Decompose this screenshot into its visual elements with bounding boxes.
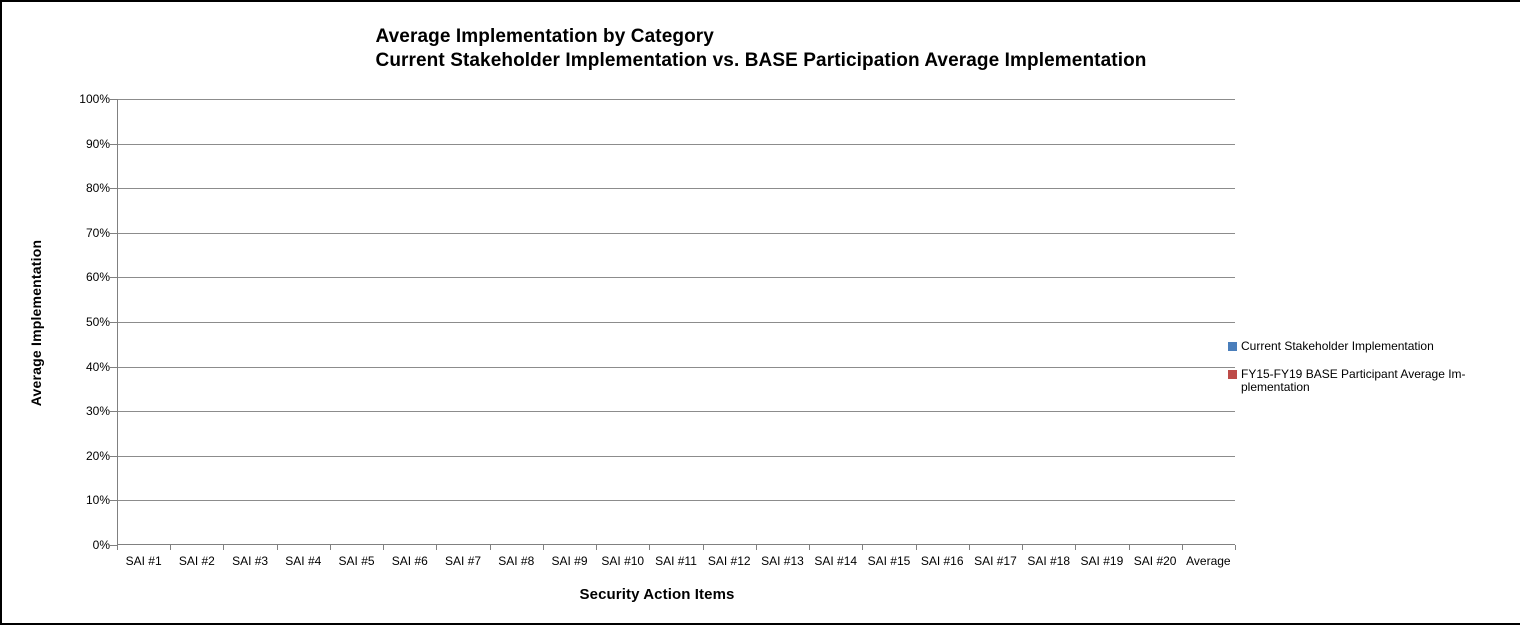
y-gridline (118, 99, 1235, 100)
y-tick-label: 0% (92, 538, 110, 552)
x-axis-tick (968, 545, 970, 550)
x-category-label: SAI #12 (707, 554, 751, 568)
y-axis-tick (110, 232, 117, 234)
x-category-label: SAI #5 (338, 554, 375, 568)
y-tick-label: 70% (85, 225, 110, 240)
y-tick-label: 20% (85, 448, 110, 463)
x-category-label: SAI #4 (285, 554, 322, 568)
x-category-label: SAI #9 (551, 554, 588, 568)
y-gridline (118, 232, 1235, 234)
x-category-label: SAI #2 (178, 554, 215, 568)
x-axis-tick (809, 545, 811, 550)
y-tick-label: 50% (85, 315, 110, 329)
legend-swatch (1228, 369, 1237, 379)
x-category-label: SAI #11 (655, 554, 697, 568)
y-tick-label: 100% (79, 92, 110, 106)
x-category-label: SAI #18 (1027, 554, 1071, 568)
x-category-label: SAI #8 (498, 554, 535, 568)
x-category-label: SAI #10 (601, 554, 645, 568)
y-gridline (118, 277, 1235, 279)
x-category-label: SAI #20 (1133, 554, 1177, 568)
x-category-label: SAI #1 (125, 554, 162, 568)
x-axis-tick (1022, 545, 1024, 550)
y-axis-tick (110, 322, 117, 323)
x-axis-tick (702, 545, 704, 550)
x-category-label: Average (1186, 554, 1231, 568)
y-gridline (118, 455, 1235, 457)
y-axis-tick (110, 545, 117, 546)
chart-title-line2: Current Stakeholder Implementation vs. B… (375, 50, 1147, 71)
y-axis-tick (110, 277, 117, 279)
x-axis-title: Security Action Items (579, 586, 735, 603)
x-axis-tick (755, 545, 757, 550)
y-axis-tick (110, 143, 117, 145)
x-axis-tick (276, 545, 278, 550)
y-axis-tick (110, 500, 117, 502)
y-gridline (118, 188, 1235, 190)
y-gridline (118, 143, 1235, 145)
x-category-label: SAI #7 (445, 554, 482, 568)
x-axis-tick (915, 545, 917, 550)
x-axis-tick (329, 545, 331, 550)
legend-label: FY15-FY19 BASE Participant Average Im- p… (1241, 366, 1466, 394)
x-axis-tick (170, 545, 172, 550)
x-axis-tick (596, 545, 598, 550)
y-tick-label: 90% (85, 136, 110, 151)
y-axis-tick (110, 411, 117, 413)
y-tick-label: 80% (85, 181, 110, 196)
x-axis-tick (383, 545, 385, 550)
plot-area (117, 99, 1235, 545)
x-axis-tick (542, 545, 544, 550)
legend-label: Current Stakeholder Implementation (1241, 339, 1434, 353)
x-category-label: SAI #6 (391, 554, 428, 568)
legend-swatch (1228, 342, 1237, 351)
y-gridline (118, 500, 1235, 502)
x-axis-tick (1235, 545, 1236, 550)
x-category-label: SAI #13 (761, 554, 804, 568)
x-axis-tick (1075, 545, 1077, 550)
x-category-label: SAI #14 (814, 554, 858, 568)
x-category-label: SAI #19 (1080, 554, 1124, 568)
y-gridline (118, 322, 1235, 323)
legend: Current Stakeholder Implementation FY15-F… (1228, 339, 1478, 409)
x-category-label: SAI #16 (920, 554, 964, 568)
y-tick-label: 10% (85, 493, 110, 508)
chart-title: Average Implementation by Category Curre… (2, 25, 1520, 73)
x-axis-tick (489, 545, 491, 550)
x-axis-tick (223, 545, 225, 550)
y-gridline (118, 411, 1235, 413)
x-category-label: SAI #17 (974, 554, 1017, 568)
y-axis-title: Average Implementation (28, 239, 44, 407)
y-axis-tick (110, 188, 117, 190)
legend-entry: Current Stakeholder Implementation (1228, 339, 1478, 354)
chart-title-line1: Average Implementation by Category (375, 26, 714, 47)
y-tick-label: 30% (85, 404, 110, 419)
x-category-label: SAI #3 (232, 554, 269, 568)
y-gridline (118, 366, 1235, 368)
y-tick-label: 60% (85, 270, 110, 285)
x-axis-tick (117, 545, 118, 550)
y-axis-tick (110, 455, 117, 457)
x-category-label: SAI #15 (867, 554, 911, 568)
y-axis-tick (110, 99, 117, 100)
y-tick-label: 40% (85, 359, 110, 374)
legend-entry: FY15-FY19 BASE Participant Average Im- p… (1228, 366, 1478, 395)
y-axis-tick (110, 366, 117, 368)
x-axis-tick (1128, 545, 1130, 550)
x-axis-tick (862, 545, 864, 550)
x-axis-tick (436, 545, 438, 550)
x-axis-tick (1181, 545, 1183, 550)
x-axis-tick (649, 545, 651, 550)
